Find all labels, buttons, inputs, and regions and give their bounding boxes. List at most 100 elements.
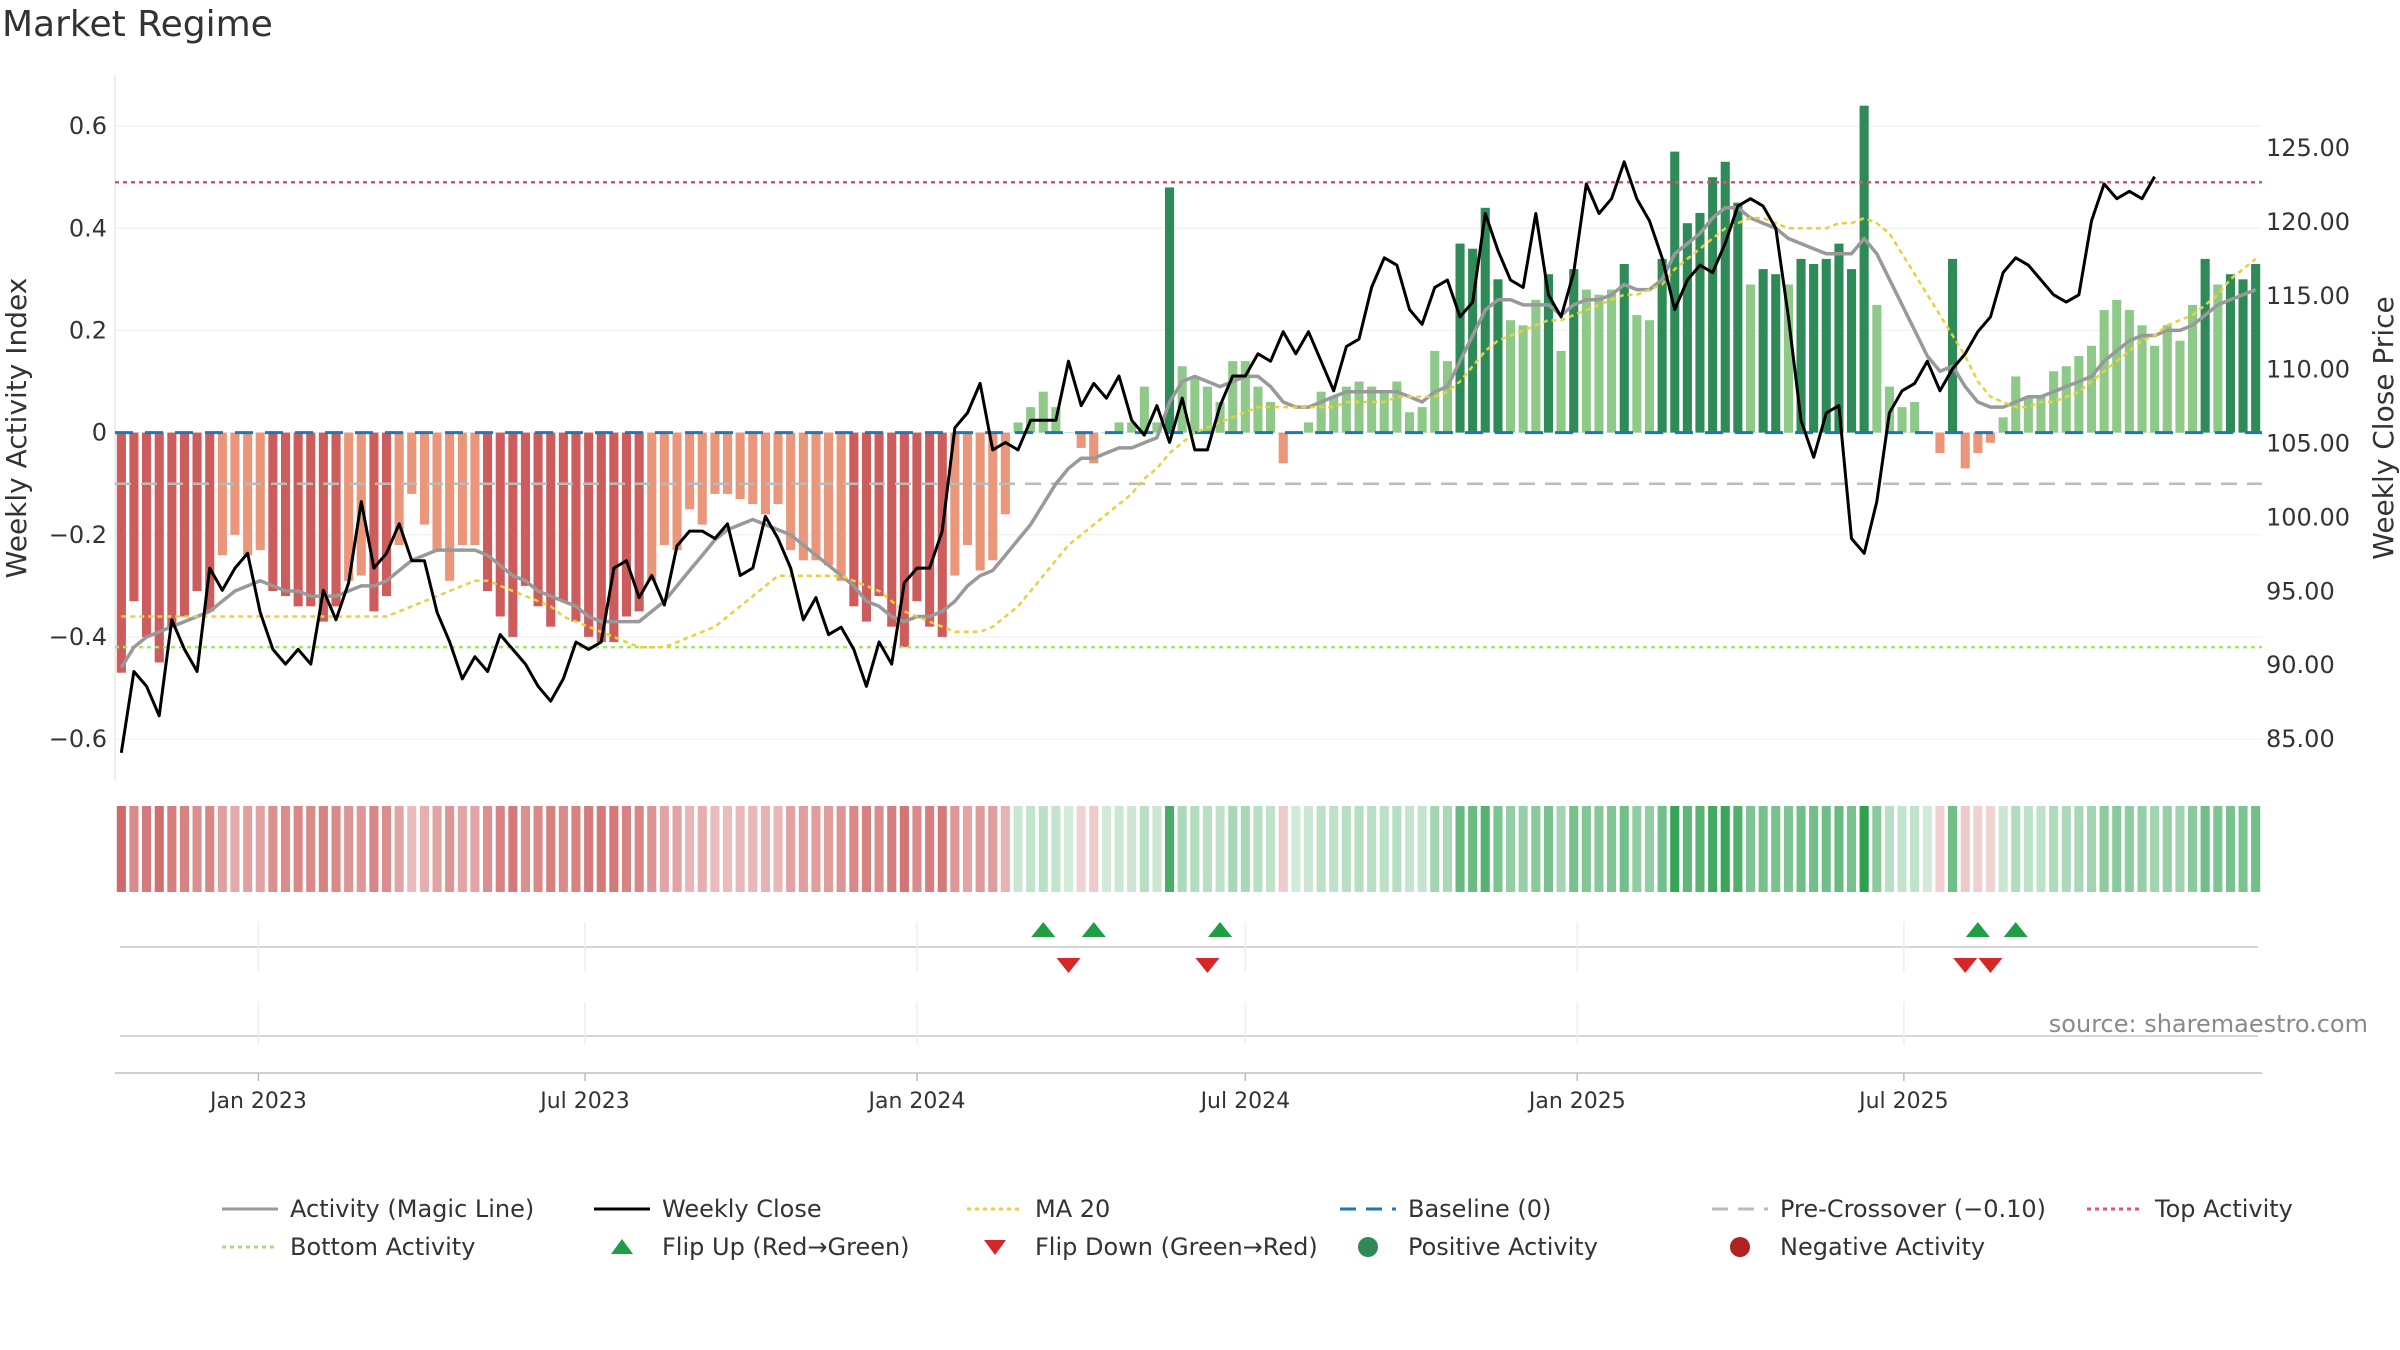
regime-strip-cell (2238, 806, 2248, 892)
activity-bar-negative (950, 432, 960, 576)
activity-bar-negative (1935, 432, 1945, 453)
regime-strip-cell (306, 806, 316, 892)
regime-strip-cell (571, 806, 581, 892)
regime-strip-cell (1809, 806, 1819, 892)
legend-label-baseline: Baseline (0) (1408, 1195, 1552, 1223)
activity-bar-negative (318, 432, 328, 622)
activity-bar-negative (685, 432, 695, 510)
regime-strip-cell (1493, 806, 1503, 892)
regime-strip-cell (1985, 806, 1995, 892)
activity-bar-negative (154, 432, 164, 663)
flip-up-marker (1031, 922, 1056, 937)
activity-bar-positive (1733, 202, 1743, 433)
legend-item-bottom: Bottom Activity (220, 1233, 475, 1261)
regime-strip-cell (520, 806, 530, 892)
activity-bar-negative (192, 432, 202, 591)
activity-bar-positive (1038, 391, 1048, 433)
activity-bar-negative (861, 432, 871, 622)
activity-bar-positive (1569, 269, 1579, 433)
activity-bar-positive (1329, 396, 1339, 433)
regime-strip-cell (1468, 806, 1478, 892)
activity-bar-positive (1316, 391, 1326, 433)
y-right-tick-label: 100.00 (2266, 503, 2350, 531)
regime-strip-cell (1442, 806, 1452, 892)
activity-bar-positive (1367, 386, 1377, 433)
activity-bar-negative (912, 432, 922, 602)
regime-strip-cell (1430, 806, 1440, 892)
activity-bar-positive (1127, 422, 1137, 433)
regime-strip-cell (710, 806, 720, 892)
activity-bar-positive (1695, 212, 1705, 433)
activity-bar-positive (1417, 407, 1427, 433)
regime-strip-cell (1266, 806, 1276, 892)
regime-strip-cell (2188, 806, 2198, 892)
activity-bar-negative (445, 432, 455, 581)
activity-bar-negative (899, 432, 909, 648)
regime-strip-cell (2011, 806, 2021, 892)
activity-bar-negative (697, 432, 707, 525)
regime-strip-cell (230, 806, 240, 892)
activity-bar-positive (1190, 376, 1200, 433)
activity-bar-positive (2150, 345, 2160, 433)
regime-strip-cell (344, 806, 354, 892)
x-tick-label: Jul 2024 (1199, 1089, 1291, 1114)
activity-bar-positive (2074, 356, 2084, 433)
activity-bar-positive (2036, 396, 2046, 433)
flip-up-marker (1081, 922, 1106, 937)
regime-strip-cell (1089, 806, 1099, 892)
regime-strip-cell (2087, 806, 2097, 892)
activity-bar-negative (836, 432, 846, 581)
activity-bar-negative (849, 432, 859, 607)
legend-swatch-precross (1712, 1207, 1768, 1211)
activity-bar-positive (1165, 187, 1175, 433)
regime-strip-cell (1948, 806, 1958, 892)
regime-strip-cell (1455, 806, 1465, 892)
activity-bar-positive (1594, 294, 1604, 433)
activity-bar-positive (1859, 105, 1869, 433)
activity-bar-negative (962, 432, 972, 545)
y-left-tick-label: 0.2 (69, 316, 107, 344)
regime-strip-cell (1771, 806, 1781, 892)
regime-strip-cell (773, 806, 783, 892)
regime-strip-cell (394, 806, 404, 892)
regime-strip-cell (1480, 806, 1490, 892)
activity-bar-positive (2137, 325, 2147, 433)
legend-swatch-magic (222, 1207, 278, 1211)
legend-label-neg: Negative Activity (1780, 1233, 1986, 1261)
activity-bar-positive (2225, 274, 2235, 433)
regime-strip-cell (1556, 806, 1566, 892)
legend-swatch-flipdown (984, 1240, 1006, 1255)
regime-strip-cell (1316, 806, 1326, 892)
regime-strip-cell (1657, 806, 1667, 892)
activity-bar-negative (142, 432, 152, 637)
activity-bar-negative (786, 432, 796, 551)
activity-bar-positive (1644, 320, 1654, 433)
weekly-close-series (119, 160, 2156, 754)
activity-bar-negative (748, 432, 758, 505)
activity-bar-positive (1392, 381, 1402, 433)
y-right-tick-label: 125.00 (2266, 134, 2350, 162)
regime-strip-cell (129, 806, 139, 892)
activity-bar-positive (2200, 258, 2210, 433)
activity-bar-negative (268, 432, 278, 591)
regime-strip-cell (697, 806, 707, 892)
activity-bar-negative (558, 432, 568, 602)
activity-bar-positive (1139, 386, 1149, 433)
regime-strip-cell (1392, 806, 1402, 892)
regime-strip-cell (988, 806, 998, 892)
legend-item-flipup: Flip Up (Red→Green) (592, 1233, 910, 1261)
flip-up-marker (1208, 922, 1233, 937)
activity-bar-negative (495, 432, 505, 617)
y-right-tick-label: 90.00 (2266, 651, 2335, 679)
activity-bar-negative (874, 432, 884, 597)
legend-item-close: Weekly Close (592, 1195, 822, 1223)
activity-bar-negative (584, 432, 594, 637)
regime-strip-cell (1960, 806, 1970, 892)
flip-down-marker (1056, 958, 1081, 973)
regime-strip-cell (1708, 806, 1718, 892)
activity-bar-positive (1064, 432, 1074, 434)
regime-strip-cell (432, 806, 442, 892)
activity-bar-positive (2124, 310, 2134, 433)
regime-strip-cell (1341, 806, 1351, 892)
regime-strip-cell (1859, 806, 1869, 892)
